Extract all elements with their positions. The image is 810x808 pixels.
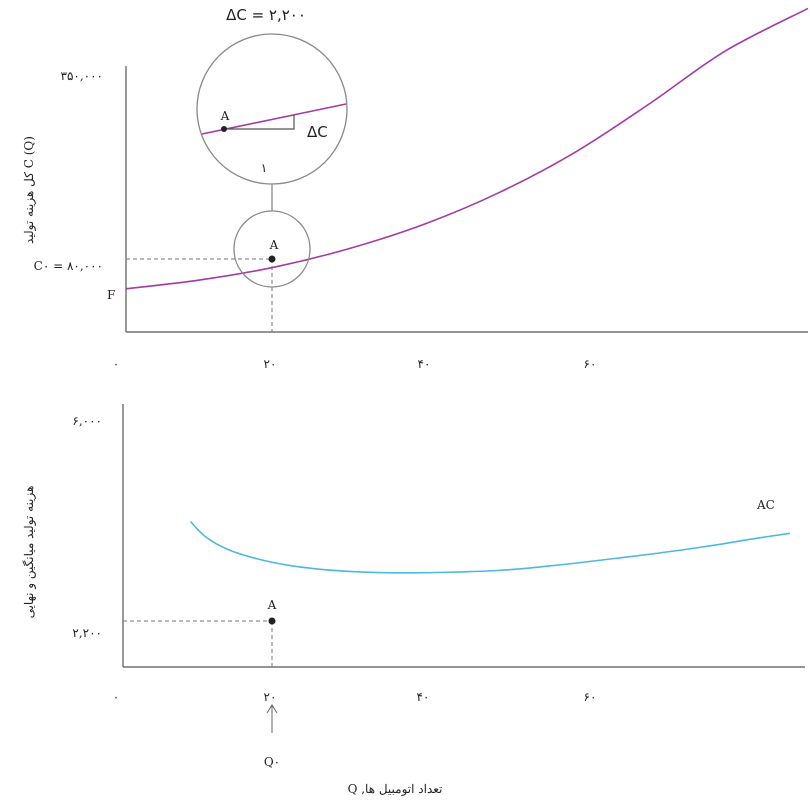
top-x-tick-60: ۶۰ bbox=[584, 357, 597, 371]
top-x-tick-0: ۰ bbox=[113, 357, 119, 371]
top-point-a bbox=[268, 255, 276, 263]
delta-c-label: ΔC bbox=[307, 123, 328, 141]
top-point-a-label: A bbox=[269, 238, 279, 252]
delta-c-triangle bbox=[224, 115, 295, 130]
q0-arrow-head bbox=[266, 704, 278, 714]
bottom-x-tick-40: ۴۰ bbox=[417, 690, 430, 704]
bottom-y-axis-title: هزینه تولید میانگین و نهایی bbox=[22, 486, 36, 619]
average-cost-curve bbox=[189, 520, 791, 574]
average-cost-chart: ۶,۰۰۰ ۲,۲۰۰ هزینه تولید میانگین و نهایی … bbox=[22, 404, 805, 796]
fixed-cost-label: F bbox=[107, 288, 115, 302]
delta-c-value: ΔC = ۲,۲۰۰ bbox=[226, 6, 306, 24]
bottom-x-axis-title: Q ,تعداد اتومبیل ها bbox=[348, 782, 443, 796]
magnifier-large-circle bbox=[196, 33, 348, 185]
top-y-tick-80000: C۰ = ۸۰,۰۰۰ bbox=[34, 259, 103, 273]
total-cost-chart: ۳۵۰,۰۰۰ C۰ = ۸۰,۰۰۰ F کل هزینه تولید C (… bbox=[22, 6, 809, 371]
q0-label: Q۰ bbox=[264, 755, 280, 769]
magnified-point-a-label: A bbox=[220, 109, 230, 123]
total-cost-curve bbox=[125, 7, 809, 290]
run-label: ۱ bbox=[261, 161, 267, 175]
ac-curve-label: AC bbox=[756, 498, 775, 512]
top-y-axis-title: کل هزینه تولید C (Q) bbox=[22, 136, 36, 244]
bottom-y-tick-2200: ۲,۲۰۰ bbox=[72, 626, 102, 640]
magnified-point-a bbox=[221, 126, 227, 132]
bottom-point-a bbox=[268, 617, 276, 625]
top-y-tick-350000: ۳۵۰,۰۰۰ bbox=[61, 69, 104, 83]
top-x-tick-40: ۴۰ bbox=[418, 357, 431, 371]
bottom-y-tick-6000: ۶,۰۰۰ bbox=[72, 414, 102, 428]
top-x-tick-20: ۲۰ bbox=[264, 357, 277, 371]
bottom-point-a-label: A bbox=[267, 598, 277, 612]
bottom-x-tick-60: ۶۰ bbox=[584, 690, 597, 704]
bottom-x-tick-20: ۲۰ bbox=[264, 690, 277, 704]
bottom-x-tick-0: ۰ bbox=[113, 690, 119, 704]
